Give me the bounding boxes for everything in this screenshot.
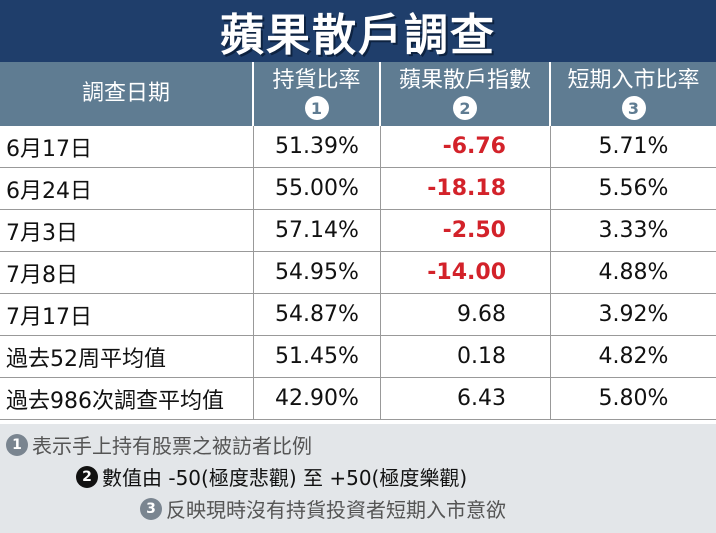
holding-cell: 51.39% [254,126,381,167]
short-cell: 4.82% [551,336,716,377]
short-cell: 3.33% [598,218,669,243]
short-cell: 3.92% [598,302,669,327]
table-row: 7月17日 54.87% 9.68 3.92% [0,294,716,336]
number-3-icon: 3 [621,96,646,120]
holding-cell: 54.87% [254,294,381,335]
holding-cell: 51.45% [254,336,381,377]
number-2-icon: 2 [76,465,98,488]
index-cell: -14.00 [381,252,551,293]
header-holding-label: 持貨比率 [272,68,361,93]
short-cell: 5.80% [598,386,669,411]
footnote-1-text: 表示手上持有股票之被訪者比例 [32,434,312,458]
date-cell: 過去986次調查平均值 [0,378,254,419]
index-cell: -6.76 [381,126,551,167]
date-cell: 過去52周平均值 [0,336,254,377]
header-index: 蘋果散戶指數 2 [381,62,551,126]
table-row: 6月24日 55.00% -18.18 5.56% [0,168,716,210]
table-row: 6月17日 51.39% -6.76 5.71% [0,126,716,168]
page-title: 蘋果散戶調查 [220,10,496,61]
footnote-2: 2 數值由 -50(極度悲觀) 至 +50(極度樂觀) [76,462,467,491]
number-1-icon: 1 [6,433,28,456]
header-holding: 持貨比率 1 [254,62,381,126]
header-index-label: 蘋果散戶指數 [398,68,531,93]
short-cell: 4.88% [551,252,716,293]
table-header: 調查日期 持貨比率 1 蘋果散戶指數 2 短期入市比率 3 [0,62,716,126]
table-row: 過去52周平均值 51.45% 0.18 4.82% [0,336,716,378]
header-date: 調查日期 [0,62,254,126]
holding-cell: 57.14% [254,210,381,251]
index-cell: 9.68 [381,294,551,335]
header-short-label: 短期入市比率 [567,68,700,93]
number-3-icon: 3 [140,497,162,520]
date-cell: 7月17日 [0,294,254,335]
date-cell: 7月8日 [0,252,254,293]
index-cell: -2.50 [381,210,551,251]
index-cell: 0.18 [381,336,551,377]
date-cell: 6月17日 [0,126,254,167]
survey-table: 調查日期 持貨比率 1 蘋果散戶指數 2 短期入市比率 3 6月17日 51.3… [0,62,716,420]
number-2-icon: 2 [453,96,477,120]
short-cell: 5.56% [551,168,716,209]
table-row: 7月3日 57.14% -2.50 3.33% [0,210,716,252]
short-cell: 5.71% [598,134,669,159]
date-cell: 6月24日 [0,168,254,209]
title-banner: 蘋果散戶調查 [0,0,716,62]
date-cell: 7月3日 [0,210,254,251]
header-date-label: 調查日期 [81,81,170,106]
index-cell: -18.18 [381,168,551,209]
table-row: 7月8日 54.95% -14.00 4.88% [0,252,716,294]
number-1-icon: 1 [304,96,329,120]
holding-cell: 42.90% [254,378,381,419]
table-row: 過去986次調查平均值 42.90% 6.43 5.80% [0,378,716,420]
footnote-3: 3 反映現時沒有持貨投資者短期入市意欲 [140,494,506,523]
holding-cell: 54.95% [254,252,381,293]
holding-cell: 55.00% [254,168,381,209]
footnote-2-text: 數值由 -50(極度悲觀) 至 +50(極度樂觀) [102,466,468,490]
footnotes: 1 表示手上持有股票之被訪者比例 2 數值由 -50(極度悲觀) 至 +50(極… [0,424,716,533]
footnote-1: 1 表示手上持有股票之被訪者比例 [6,430,312,459]
footnote-3-text: 反映現時沒有持貨投資者短期入市意欲 [166,498,506,522]
header-short: 短期入市比率 3 [551,62,716,126]
index-cell: 6.43 [381,378,551,419]
